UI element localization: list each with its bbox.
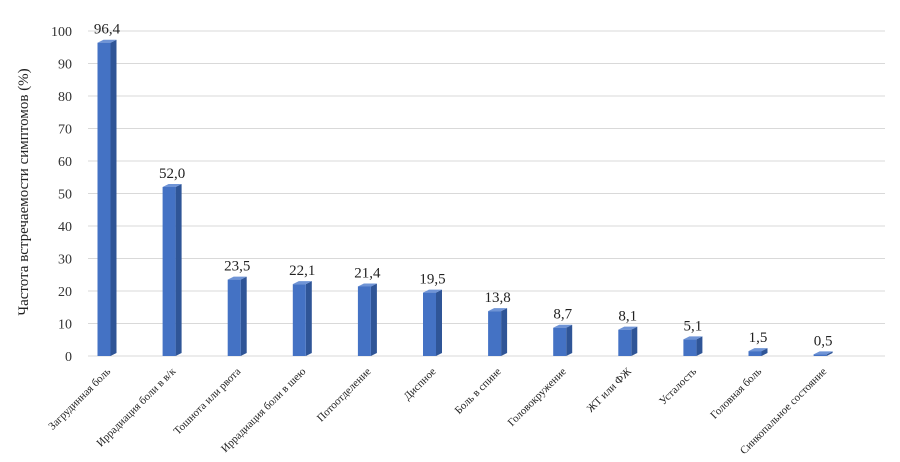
bar-side	[566, 324, 573, 356]
bar-front	[683, 339, 697, 356]
data-label: 8,7	[553, 307, 572, 323]
bar-front	[748, 351, 762, 356]
grid-lines	[88, 30, 885, 357]
x-category-label: Загрудинная боль	[46, 366, 113, 433]
y-tick-label: 60	[58, 155, 72, 170]
y-axis-ticks: 0 10 20 30 40 50 60 70 80 90 100	[51, 25, 72, 365]
y-tick-label: 70	[58, 123, 72, 138]
bar-side	[110, 39, 117, 356]
bar	[357, 283, 377, 356]
bar-top	[97, 39, 117, 43]
bar	[813, 351, 833, 356]
bar-side	[240, 276, 247, 356]
x-category-label: ЖТ или ФЖ	[585, 366, 634, 415]
x-category-label: Усталость	[657, 366, 699, 408]
bar	[618, 326, 638, 356]
bar-top	[488, 308, 508, 312]
data-label: 22,1	[289, 263, 315, 279]
data-label: 96,4	[94, 22, 121, 38]
bar-side	[631, 326, 638, 356]
data-label: 13,8	[484, 290, 510, 306]
bar-side	[370, 283, 377, 356]
bar-side	[501, 308, 508, 356]
bar	[553, 324, 573, 356]
data-label: 21,4	[354, 265, 381, 281]
bar-front	[97, 42, 111, 356]
x-category-label: Боль в спине	[453, 366, 504, 417]
data-label: 0,5	[814, 333, 833, 349]
bar-side	[305, 281, 312, 356]
data-label: 23,5	[224, 259, 250, 275]
bar-top	[813, 351, 833, 355]
bar-front	[227, 279, 241, 356]
y-tick-label: 0	[65, 350, 72, 365]
bar	[683, 336, 703, 356]
x-category-label: Головная боль	[708, 366, 764, 422]
bar-front	[488, 311, 502, 356]
x-category-label: Головокружение	[506, 366, 569, 429]
bar-top	[162, 184, 182, 187]
y-tick-label: 30	[58, 253, 72, 268]
data-label: 52,0	[159, 166, 185, 182]
bar-top	[683, 336, 703, 340]
bar-top	[357, 283, 377, 287]
bar-top	[292, 281, 312, 285]
bar-side	[826, 351, 833, 356]
y-tick-label: 80	[58, 90, 72, 105]
bar-top	[227, 276, 247, 280]
bar-front	[357, 286, 371, 356]
bar	[488, 308, 508, 356]
data-label: 1,5	[749, 330, 768, 346]
y-tick-label: 20	[58, 285, 72, 300]
bar-top	[618, 326, 638, 330]
data-label: 8,1	[618, 309, 637, 325]
y-tick-label: 100	[51, 25, 72, 40]
bar	[97, 39, 117, 356]
bar-top	[423, 289, 442, 293]
bar-top	[748, 348, 768, 352]
bar-top	[553, 324, 573, 328]
x-category-label: Диспное	[401, 366, 438, 403]
bar-front	[292, 284, 306, 356]
bars	[97, 39, 833, 356]
bar	[748, 348, 768, 356]
data-labels: 96,4 52,0 23,5 22,1 21,4 19,5 13,8 8,7 8,1 5,1 1,5…	[94, 22, 833, 350]
bar	[227, 276, 247, 356]
bar-side	[175, 184, 182, 356]
bar-front	[162, 187, 176, 356]
y-tick-label: 90	[58, 58, 72, 73]
x-category-label: Потоотделение	[315, 366, 374, 425]
bar	[423, 289, 442, 356]
y-axis-title: Частота встречаемости симптомов (%)	[16, 68, 32, 315]
bar-front	[423, 292, 436, 356]
bar-side	[696, 336, 703, 356]
y-tick-label: 40	[58, 220, 72, 235]
bar-front	[618, 329, 632, 356]
data-label: 19,5	[419, 272, 445, 288]
bar-side	[761, 348, 768, 356]
bar	[292, 281, 312, 356]
bar-front	[813, 354, 827, 356]
x-category-label: Тошнота или рвота	[172, 366, 244, 438]
bar	[162, 184, 182, 356]
data-label: 5,1	[684, 318, 703, 334]
y-tick-label: 50	[58, 188, 72, 203]
bar-front	[553, 327, 567, 356]
y-tick-label: 10	[58, 318, 72, 333]
bar-side	[436, 289, 442, 356]
